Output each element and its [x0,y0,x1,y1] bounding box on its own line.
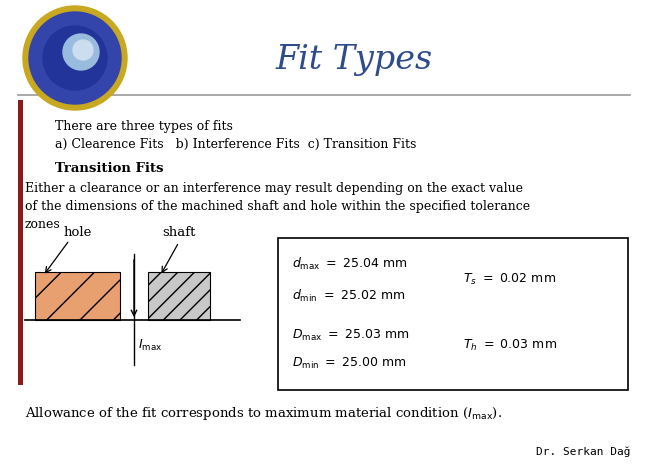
Text: $d_{\mathrm{min}}\ =\ 25.02\ \mathrm{mm}$: $d_{\mathrm{min}}\ =\ 25.02\ \mathrm{mm}… [292,288,406,304]
Circle shape [43,26,107,90]
Circle shape [63,34,99,70]
Text: $T_h\ =\ 0.03\ \mathrm{mm}$: $T_h\ =\ 0.03\ \mathrm{mm}$ [463,338,557,353]
Bar [18,100,23,385]
Text: Fit Types: Fit Types [275,44,433,76]
Circle shape [29,12,121,104]
Text: $D_{\mathrm{min}}\ =\ 25.00\ \mathrm{mm}$: $D_{\mathrm{min}}\ =\ 25.00\ \mathrm{mm}… [292,356,407,371]
Text: zones: zones [25,218,61,231]
Text: There are three types of fits: There are three types of fits [55,120,233,133]
Text: of the dimensions of the machined shaft and hole within the specified tolerance: of the dimensions of the machined shaft … [25,200,530,213]
Bar [278,238,628,390]
Text: Allowance of the fit corresponds to maximum material condition ($I_{\mathrm{max}: Allowance of the fit corresponds to maxi… [25,405,502,422]
Text: a) Clearence Fits   b) Interference Fits  c) Transition Fits: a) Clearence Fits b) Interference Fits c… [55,138,417,151]
Text: Dr. Serkan Dağ: Dr. Serkan Dağ [535,447,630,457]
Text: hole: hole [64,226,91,239]
Text: $I_{\mathrm{max}}$: $I_{\mathrm{max}}$ [138,338,163,353]
Text: shaft: shaft [162,226,196,239]
Text: Either a clearance or an interference may result depending on the exact value: Either a clearance or an interference ma… [25,182,523,195]
Circle shape [23,6,127,110]
Bar [35,272,120,320]
Text: $T_s\ =\ 0.02\ \mathrm{mm}$: $T_s\ =\ 0.02\ \mathrm{mm}$ [463,272,556,287]
Text: Transition Fits: Transition Fits [55,162,163,175]
Circle shape [73,40,93,60]
Bar [148,272,210,320]
Text: $D_{\mathrm{max}}\ =\ 25.03\ \mathrm{mm}$: $D_{\mathrm{max}}\ =\ 25.03\ \mathrm{mm}… [292,328,410,343]
Text: $d_{\mathrm{max}}\ =\ 25.04\ \mathrm{mm}$: $d_{\mathrm{max}}\ =\ 25.04\ \mathrm{mm}… [292,256,408,272]
